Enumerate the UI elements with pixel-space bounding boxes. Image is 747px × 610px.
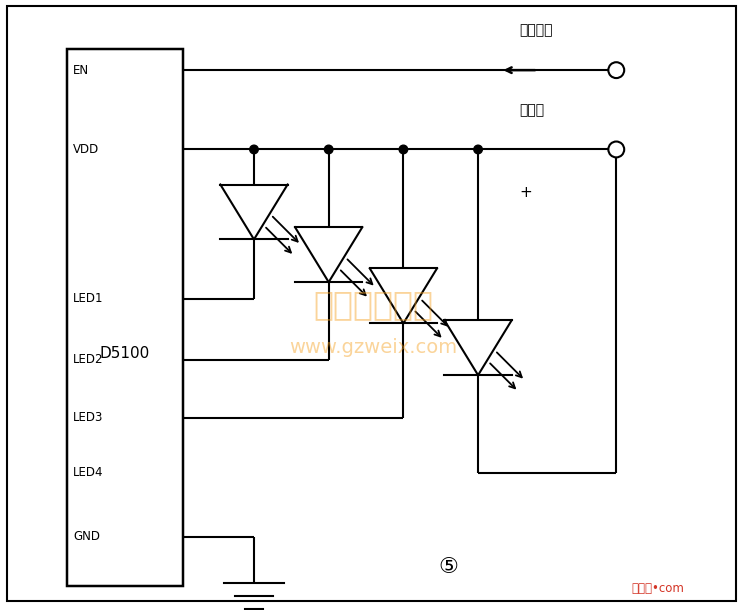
Text: 精通维修下载: 精通维修下载	[314, 289, 433, 321]
Circle shape	[324, 145, 333, 154]
Text: GND: GND	[73, 530, 100, 544]
Text: www.gzweix.com: www.gzweix.com	[289, 338, 458, 357]
Text: +: +	[519, 185, 532, 199]
Text: LED4: LED4	[73, 466, 104, 479]
Text: VDD: VDD	[73, 143, 99, 156]
Text: EN: EN	[73, 63, 90, 77]
Bar	[67, 49, 183, 586]
Text: 使能信号: 使能信号	[519, 24, 553, 37]
Text: D5100: D5100	[99, 346, 150, 361]
Circle shape	[399, 145, 408, 154]
Circle shape	[249, 145, 258, 154]
Text: 接线图•com: 接线图•com	[631, 582, 684, 595]
Circle shape	[474, 145, 483, 154]
Text: LED3: LED3	[73, 411, 104, 425]
Text: LED1: LED1	[73, 292, 104, 306]
Text: LED2: LED2	[73, 353, 104, 367]
Text: ⑤: ⑤	[438, 558, 458, 577]
Text: 锂电池: 锂电池	[519, 103, 545, 117]
Circle shape	[608, 62, 624, 78]
Circle shape	[608, 142, 624, 157]
